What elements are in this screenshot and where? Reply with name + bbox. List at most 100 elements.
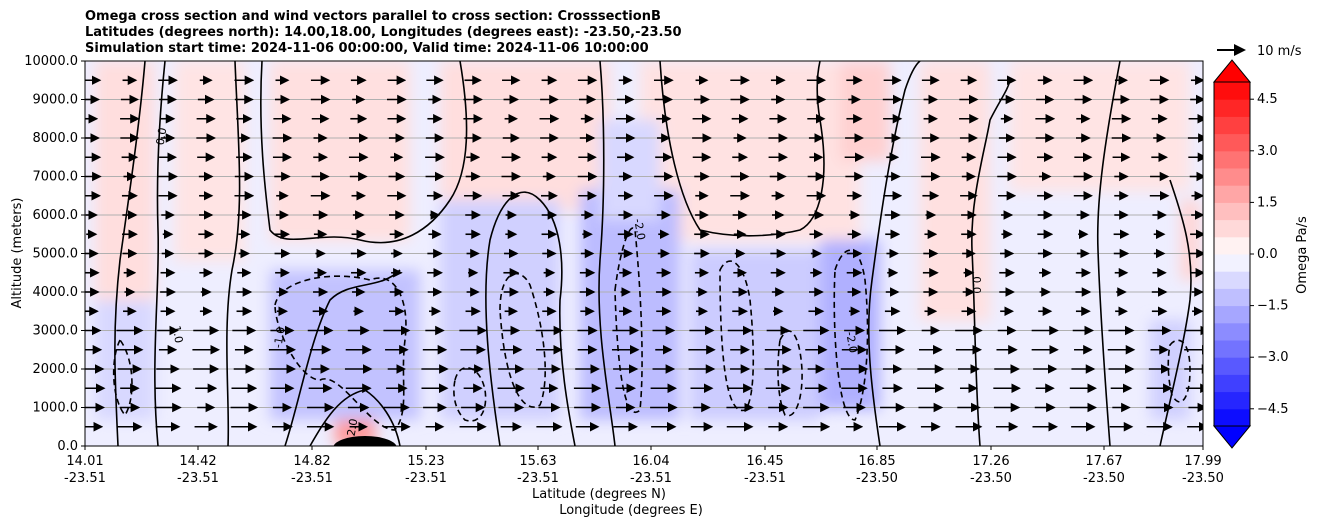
- y-tick-label: 2000.0: [33, 362, 79, 377]
- omega-negative-region: [95, 300, 155, 420]
- x-tick-label-lon: -23.50: [1182, 471, 1224, 486]
- y-tick-label: 3000.0: [33, 324, 79, 339]
- x-tick-label-lat: 16.85: [858, 454, 895, 469]
- colorbar-tick-label: 4.5: [1257, 92, 1278, 107]
- colorbar-swatch: [1214, 219, 1250, 238]
- x-tick-label-lon: -23.51: [64, 471, 106, 486]
- omega-positive-region: [270, 61, 410, 241]
- y-tick-label: 8000.0: [33, 131, 79, 146]
- x-tick-label-lat: 14.01: [66, 454, 103, 469]
- x-tick-label-lat: 15.23: [407, 454, 444, 469]
- x-tick-label-lat: 17.99: [1184, 454, 1221, 469]
- colorbar-swatch: [1214, 374, 1250, 393]
- colorbar-swatch: [1214, 99, 1250, 117]
- colorbar-swatch: [1214, 340, 1250, 358]
- contour-zero: [226, 61, 241, 446]
- x-tick-label-lon: -23.51: [177, 471, 219, 486]
- colorbar-swatch: [1214, 408, 1250, 427]
- contour-label: -2.0: [631, 218, 648, 241]
- title-line-2: Latitudes (degrees north): 14.00,18.00, …: [85, 25, 682, 40]
- omega-positive-region: [840, 61, 890, 161]
- x-tick-label-lon: -23.51: [630, 471, 672, 486]
- x-tick-label-lat: 14.82: [293, 454, 330, 469]
- x-tick-label-lat: 14.42: [179, 454, 216, 469]
- contour-zero: [1159, 179, 1192, 446]
- x-tick-label-lat: 17.26: [972, 454, 1009, 469]
- chart-title: Omega cross section and wind vectors par…: [85, 9, 682, 57]
- colorbar-swatch: [1214, 357, 1250, 375]
- contour-label: -2.0: [843, 331, 860, 354]
- y-tick-label: 5000.0: [33, 247, 79, 262]
- colorbar-tick-label: −1.5: [1257, 299, 1289, 314]
- terrain: [333, 436, 397, 446]
- colorbar-tick-label: −4.5: [1257, 402, 1289, 417]
- contour-zero: [867, 61, 921, 446]
- x-tick-label-lon: -23.51: [517, 471, 559, 486]
- quiver-key-label: 10 m/s: [1257, 44, 1302, 59]
- contour-label: -1.0: [271, 326, 288, 349]
- omega-negative-region: [820, 240, 880, 410]
- omega-negative-region: [580, 190, 680, 420]
- colorbar-swatch: [1214, 288, 1250, 307]
- colorbar-tick-label: 1.5: [1257, 195, 1278, 210]
- y-tick-label: 1000.0: [33, 401, 79, 416]
- y-tick-label: 9000.0: [33, 93, 79, 108]
- x-tick-label-lon: -23.51: [744, 471, 786, 486]
- title-line-3: Simulation start time: 2024-11-06 00:00:…: [85, 41, 649, 56]
- quiver-key: 10 m/s: [1217, 44, 1302, 59]
- contour-zero: [260, 61, 468, 244]
- contour-label: 0.0: [154, 127, 170, 146]
- y-tick-label: 7000.0: [33, 170, 79, 185]
- x-axis-label-longitude: Longitude (degrees E): [559, 503, 703, 518]
- contour-minus-one: [777, 330, 803, 417]
- x-axis-ticks: 14.01 -23.51 14.42 -23.51 14.82 -23.51 15.23 -2…: [64, 446, 1224, 486]
- colorbar-swatch: [1214, 322, 1250, 341]
- colorbar-swatch: [1214, 305, 1250, 324]
- y-axis-label: Altitude (meters): [10, 198, 25, 309]
- x-tick-label-lat: 15.63: [519, 454, 556, 469]
- y-tick-label: 6000.0: [33, 208, 79, 223]
- colorbar-swatch: [1214, 116, 1250, 135]
- y-axis-ticks: 0.0 1000.0 2000.0 3000.0 4000.0 5000.0 6000.0 7…: [24, 54, 85, 454]
- x-tick-label-lat: 16.45: [746, 454, 783, 469]
- omega-negative-region: [600, 120, 660, 220]
- x-tick-label-lat: 17.67: [1085, 454, 1122, 469]
- omega-positive-region: [95, 61, 155, 341]
- wind-vectors: [85, 75, 1203, 432]
- colorbar-swatch: [1214, 133, 1250, 152]
- colorbar-extend-bottom: [1212, 425, 1252, 449]
- y-tick-label: 4000.0: [33, 285, 79, 300]
- colorbar-tick-label: 3.0: [1257, 144, 1278, 159]
- colorbar-label: Omega Pa/s: [1295, 216, 1310, 294]
- colorbar-swatch: [1214, 185, 1250, 203]
- omega-field: [85, 61, 1203, 446]
- colorbar-tick-label: −3.0: [1257, 350, 1289, 365]
- colorbar-swatch: [1214, 236, 1250, 255]
- omega-positive-region: [440, 61, 610, 211]
- colorbar-swatch: [1214, 271, 1250, 289]
- contour-zero: [284, 269, 401, 446]
- colorbar-swatch: [1214, 254, 1250, 272]
- colorbar-swatch: [1214, 202, 1250, 221]
- contour-label: 0.0: [970, 276, 983, 294]
- omega-positive-region: [175, 61, 245, 261]
- x-tick-label-lon: -23.51: [405, 471, 447, 486]
- contour-zero: [1096, 61, 1121, 446]
- x-tick-label-lon: -23.50: [856, 471, 898, 486]
- colorbar-swatch: [1214, 82, 1250, 100]
- y-tick-label: 10000.0: [24, 54, 78, 69]
- colorbar-extend-top: [1212, 59, 1252, 83]
- colorbar: −4.5 −3.0 −1.5 0.0 1.5 3.0 4.5: [1212, 59, 1289, 449]
- y-tick-label: 0.0: [57, 439, 78, 454]
- colorbar-swatch: [1214, 150, 1250, 169]
- contour-minus-one: [112, 338, 133, 417]
- contour-zero: [154, 61, 166, 446]
- omega-positive-region: [1180, 200, 1200, 280]
- colorbar-swatch: [1214, 391, 1250, 410]
- x-tick-label-lon: -23.50: [1083, 471, 1125, 486]
- contour-lines: [114, 61, 1192, 446]
- x-tick-label-lon: -23.51: [291, 471, 333, 486]
- x-tick-label-lon: -23.50: [970, 471, 1012, 486]
- colorbar-tick-label: 0.0: [1257, 247, 1278, 262]
